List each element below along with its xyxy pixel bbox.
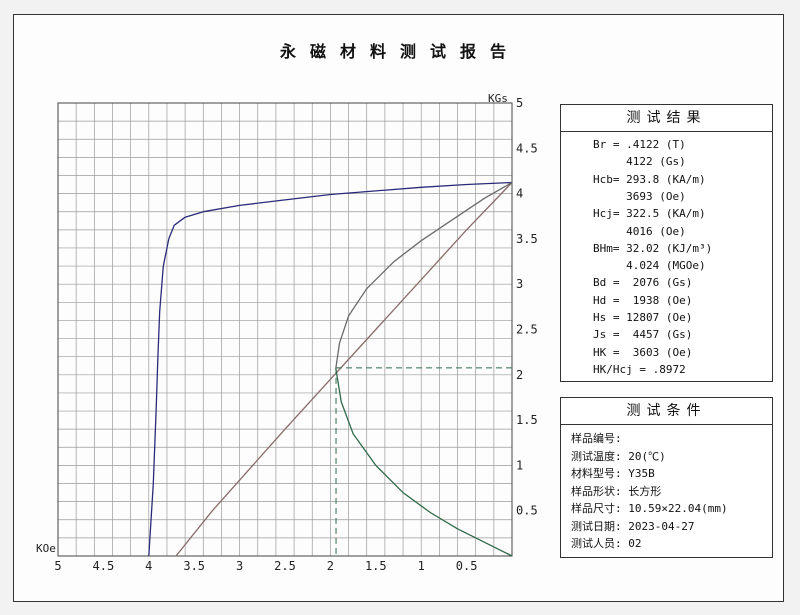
result-row: 3693 (Oe) — [593, 189, 686, 203]
condition-row: 测试人员: 02 — [571, 537, 642, 550]
condition-row: 测试温度: 20(℃) — [571, 449, 666, 463]
bd-hd-marker — [335, 367, 512, 556]
plot-frame — [57, 102, 513, 557]
y-tick-label: 3 — [516, 277, 523, 291]
result-row: Js = 4457 (Gs) — [593, 328, 693, 342]
conditions-panel: 测试条件 样品编号: 测试温度: 20(℃) 材料型号: Y35B 样品形状: 长方形… — [560, 397, 773, 558]
conditions-title: 测试条件 — [561, 398, 772, 425]
result-row: Hd = 1938 (Oe) — [593, 293, 693, 307]
results-panel: 测试结果 Br = .4122 (T) 4122 (Gs) Hcb= 293.8 … — [560, 104, 773, 382]
x-tick-label: 3 — [236, 559, 243, 573]
chart-series — [148, 181, 513, 557]
result-row: Bd = 2076 (Gs) — [593, 276, 693, 290]
condition-row: 样品编号: — [571, 432, 622, 445]
series-line-2 — [175, 182, 513, 557]
chart-grid — [57, 102, 513, 557]
result-row: Hcj= 322.5 (KA/m) — [593, 207, 706, 221]
chart-labels: 5 4.5 4 3.5 3 2.5 2 1.5 1 0.5 0.5 1 1.5 2 2.5 3 3.5 4 4.5 5… — [36, 92, 538, 573]
y-tick-label: 4 — [516, 187, 523, 201]
series-line-1 — [148, 181, 513, 557]
result-row: Br = .4122 (T) — [593, 138, 686, 151]
result-row: 4.024 (MGOe) — [593, 259, 706, 273]
y-axis-label: KGs — [488, 92, 508, 105]
y-tick-label: 3.5 — [516, 232, 538, 246]
x-tick-label: 1 — [418, 559, 425, 573]
condition-row: 样品尺寸: 10.59×22.04(mm) — [571, 502, 728, 515]
report-title: 永磁材料测试报告 — [279, 42, 520, 61]
condition-row: 材料型号: Y35B — [571, 467, 655, 480]
y-tick-label: 4.5 — [516, 141, 538, 155]
results-title: 测试结果 — [561, 105, 772, 132]
x-tick-label: 2 — [327, 559, 334, 573]
x-axis-label: KOe — [36, 542, 56, 555]
result-row: 4122 (Gs) — [593, 155, 686, 169]
y-tick-label: 0.5 — [516, 504, 538, 518]
y-tick-label: 1 — [516, 458, 523, 472]
condition-row: 测试日期: 2023-04-27 — [571, 519, 695, 533]
x-tick-label: 5 — [54, 559, 61, 573]
x-tick-label: 4.5 — [93, 559, 115, 573]
x-tick-label: 2.5 — [274, 559, 296, 573]
result-row: HK = 3603 (Oe) — [593, 345, 693, 359]
y-tick-label: 2 — [516, 368, 523, 382]
series-line-4 — [335, 368, 513, 557]
result-row: HK/Hcj = .8972 — [593, 362, 686, 376]
x-tick-label: 4 — [145, 559, 152, 573]
series-line-3 — [335, 181, 513, 369]
result-row: Hs = 12807 (Oe) — [593, 311, 693, 324]
result-row: BHm= 32.02 (KJ/m³) — [593, 241, 713, 255]
y-tick-label: 2.5 — [516, 323, 538, 337]
x-tick-label: 1.5 — [365, 559, 387, 573]
y-tick-label: 5 — [516, 96, 523, 110]
condition-row: 样品形状: 长方形 — [571, 484, 662, 498]
y-tick-label: 1.5 — [516, 413, 538, 427]
result-row: 4016 (Oe) — [593, 224, 686, 238]
result-row: Hcb= 293.8 (KA/m) — [593, 172, 706, 186]
x-tick-label: 3.5 — [183, 559, 205, 573]
x-tick-label: 0.5 — [456, 559, 478, 573]
